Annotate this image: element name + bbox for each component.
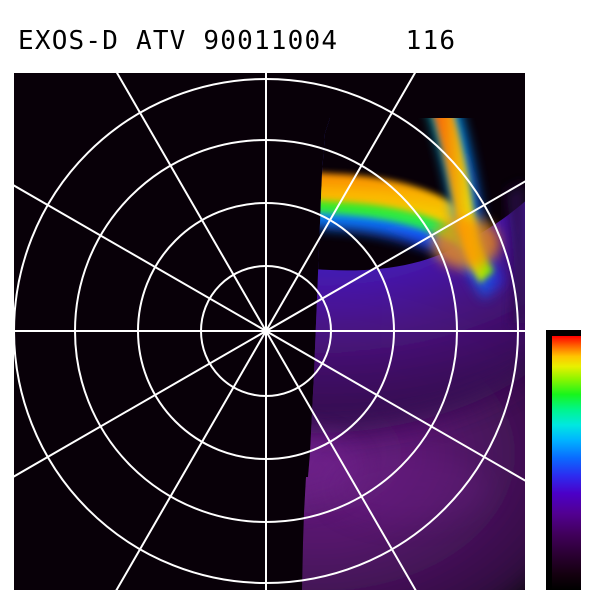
airglow-patch-left	[302, 428, 359, 508]
polar-grid	[14, 73, 525, 590]
auroral-image-svg	[14, 73, 525, 590]
auroral-image-panel[interactable]	[14, 73, 525, 590]
page-title: EXOS-D ATV 90011004 116	[18, 26, 457, 56]
colorbar-frame	[546, 330, 581, 590]
intensity-colorbar[interactable]	[546, 330, 581, 590]
grid-meridian-120	[115, 73, 417, 590]
arc-limb-junction	[432, 217, 500, 269]
airglow-patch-right	[329, 454, 489, 522]
grid-meridians	[14, 73, 525, 590]
colorbar-gradient	[552, 336, 581, 590]
limb-fade	[506, 183, 525, 323]
